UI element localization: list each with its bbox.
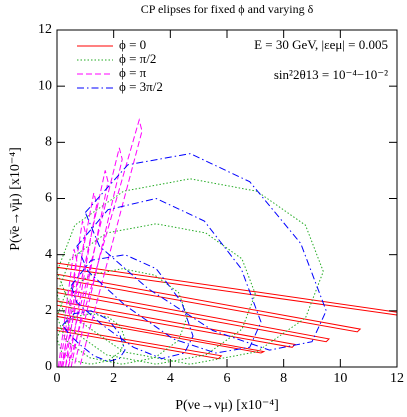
x-tick-label: 6	[224, 371, 231, 386]
legend-label: ϕ = 3π/2	[119, 79, 163, 94]
x-tick-label: 2	[110, 371, 117, 386]
x-tick-label: 0	[54, 371, 61, 386]
y-tick-label: 2	[45, 303, 52, 318]
x-tick-label: 8	[280, 371, 287, 386]
legend-label: ϕ = π	[119, 65, 147, 80]
chart-title: CP elipses for fixed ϕ and varying δ	[141, 2, 314, 16]
series-line	[57, 117, 143, 368]
y-tick-label: 12	[38, 22, 52, 37]
annotation: E = 30 GeV, |εeμ| = 0.005	[254, 37, 388, 52]
y-tick-label: 4	[45, 247, 52, 262]
y-tick-label: 0	[45, 359, 52, 374]
legend-label: ϕ = 0	[119, 37, 146, 52]
y-tick-label: 10	[38, 78, 52, 93]
x-tick-label: 4	[167, 371, 174, 386]
y-tick-label: 6	[45, 191, 52, 206]
x-axis-label: P(νe→νμ) [x10⁻⁴]	[175, 398, 279, 413]
x-tick-label: 12	[390, 371, 404, 386]
annotation: sin²2θ13 = 10⁻⁴−10⁻²	[274, 67, 388, 82]
series-line	[62, 153, 327, 362]
x-tick-label: 10	[333, 371, 347, 386]
series-line	[56, 262, 398, 360]
y-axis-label: P(ν̄e→ν̄μ) [x10⁻⁴]	[8, 147, 23, 251]
legend-label: ϕ = π/2	[119, 51, 156, 66]
y-tick-label: 8	[45, 135, 52, 150]
